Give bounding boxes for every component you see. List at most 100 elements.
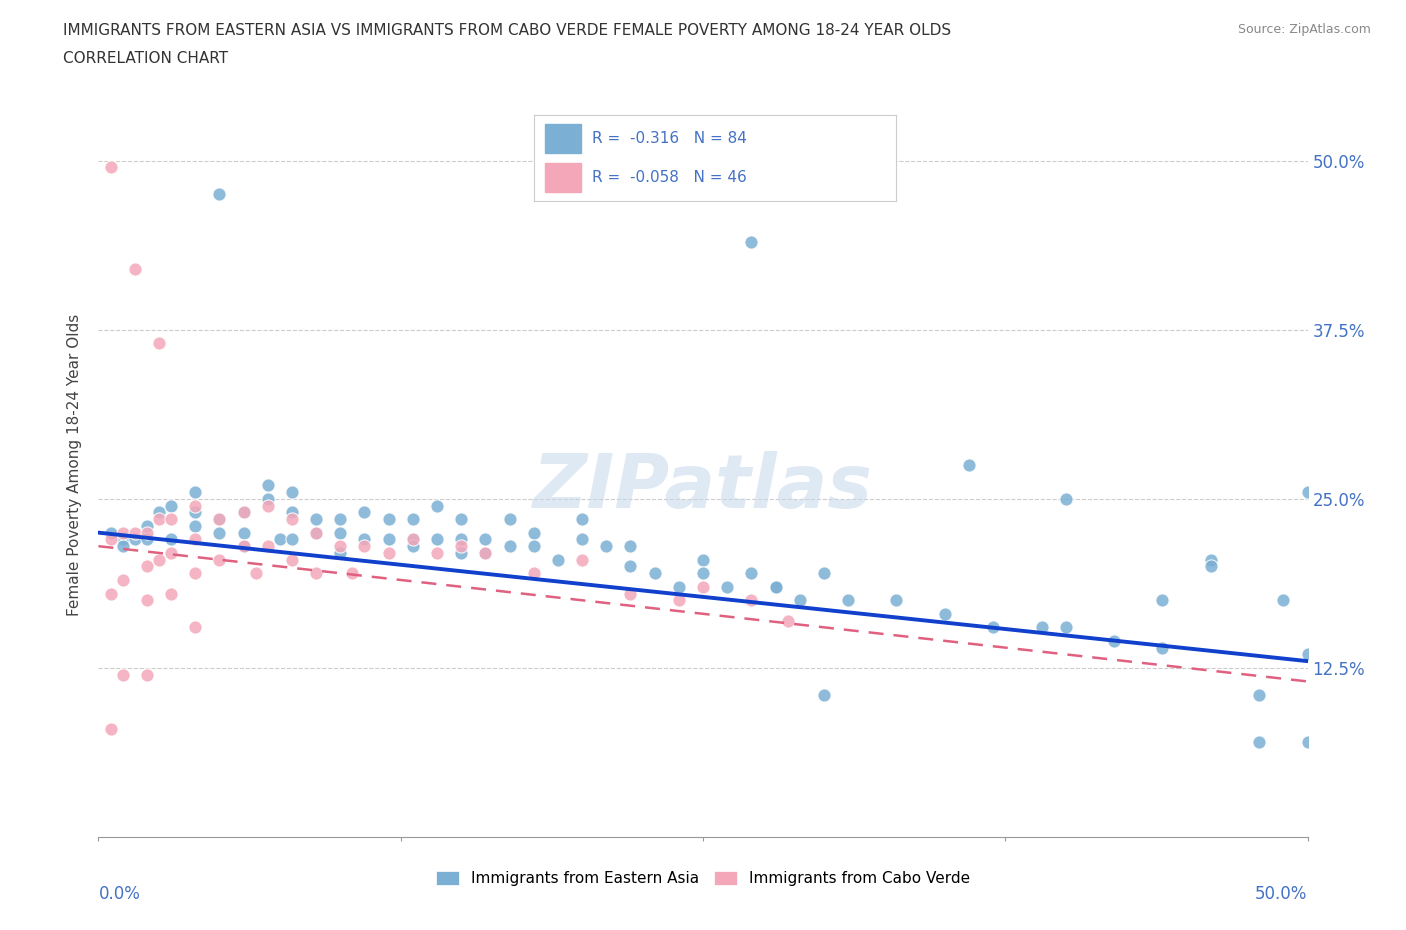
Point	[619, 538, 641, 553]
Text: 50.0%: 50.0%	[1256, 885, 1308, 903]
Point	[595, 538, 617, 553]
Point	[208, 512, 231, 526]
Point	[1249, 687, 1271, 702]
Point	[111, 538, 134, 553]
Point	[135, 525, 157, 540]
Point	[402, 538, 425, 553]
Text: 0.0%: 0.0%	[98, 885, 141, 903]
Point	[498, 538, 520, 553]
Point	[934, 606, 956, 621]
Point	[957, 458, 980, 472]
Point	[692, 552, 714, 567]
Point	[571, 512, 593, 526]
Point	[377, 546, 399, 561]
Point	[148, 512, 170, 526]
Point	[281, 512, 304, 526]
Point	[208, 512, 231, 526]
Point	[716, 579, 738, 594]
Point	[160, 586, 183, 601]
Point	[765, 579, 787, 594]
Text: IMMIGRANTS FROM EASTERN ASIA VS IMMIGRANTS FROM CABO VERDE FEMALE POVERTY AMONG : IMMIGRANTS FROM EASTERN ASIA VS IMMIGRAN…	[63, 23, 952, 38]
Point	[232, 505, 254, 520]
Point	[281, 485, 304, 499]
Point	[837, 592, 859, 607]
Point	[474, 532, 496, 547]
Point	[305, 512, 328, 526]
Point	[740, 565, 762, 580]
Point	[135, 518, 157, 533]
Text: CORRELATION CHART: CORRELATION CHART	[63, 51, 228, 66]
Point	[813, 687, 835, 702]
Point	[124, 261, 146, 276]
Point	[256, 498, 278, 513]
Point	[450, 538, 472, 553]
Point	[135, 592, 157, 607]
Point	[184, 498, 207, 513]
Point	[256, 538, 278, 553]
Point	[1199, 552, 1222, 567]
Point	[886, 592, 908, 607]
Point	[571, 532, 593, 547]
Point	[232, 538, 254, 553]
Point	[1296, 647, 1319, 662]
Point	[571, 552, 593, 567]
Point	[184, 485, 207, 499]
Point	[1031, 620, 1053, 635]
Point	[124, 532, 146, 547]
Point	[1054, 620, 1077, 635]
Point	[523, 538, 546, 553]
Point	[100, 160, 122, 175]
Point	[450, 532, 472, 547]
Point	[111, 525, 134, 540]
Point	[426, 546, 449, 561]
Point	[100, 525, 122, 540]
Point	[281, 552, 304, 567]
Point	[1054, 491, 1077, 506]
Point	[148, 552, 170, 567]
Point	[474, 546, 496, 561]
Point	[184, 532, 207, 547]
Point	[1272, 592, 1295, 607]
Point	[619, 586, 641, 601]
Point	[377, 532, 399, 547]
Point	[523, 565, 546, 580]
Point	[474, 546, 496, 561]
Point	[402, 532, 425, 547]
Point	[329, 546, 352, 561]
Point	[692, 579, 714, 594]
Point	[813, 565, 835, 580]
Point	[269, 532, 291, 547]
Text: Source: ZipAtlas.com: Source: ZipAtlas.com	[1237, 23, 1371, 36]
Point	[353, 532, 375, 547]
Point	[148, 505, 170, 520]
Point	[256, 478, 278, 493]
Point	[426, 498, 449, 513]
Point	[305, 525, 328, 540]
Point	[981, 620, 1004, 635]
Point	[1296, 735, 1319, 750]
Point	[377, 512, 399, 526]
Point	[160, 498, 183, 513]
Point	[232, 525, 254, 540]
Point	[1296, 485, 1319, 499]
Point	[135, 559, 157, 574]
Point	[1199, 559, 1222, 574]
Point	[1102, 633, 1125, 648]
Point	[450, 512, 472, 526]
Point	[765, 579, 787, 594]
Point	[692, 565, 714, 580]
Point	[619, 559, 641, 574]
Point	[523, 525, 546, 540]
Point	[1249, 735, 1271, 750]
Point	[353, 505, 375, 520]
Point	[100, 722, 122, 737]
Point	[329, 525, 352, 540]
Point	[208, 187, 231, 202]
Point	[100, 532, 122, 547]
Y-axis label: Female Poverty Among 18-24 Year Olds: Female Poverty Among 18-24 Year Olds	[67, 314, 83, 617]
Point	[135, 532, 157, 547]
Point	[208, 525, 231, 540]
Point	[245, 565, 267, 580]
Point	[208, 552, 231, 567]
Point	[184, 620, 207, 635]
